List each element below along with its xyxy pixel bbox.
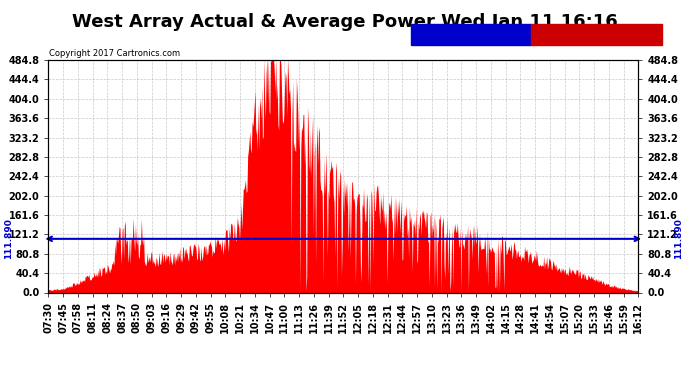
Text: Average  (DC Watts): Average (DC Watts) [420, 30, 522, 39]
Text: 111.890: 111.890 [3, 218, 12, 259]
Text: Copyright 2017 Cartronics.com: Copyright 2017 Cartronics.com [49, 49, 180, 58]
Text: West Array Actual & Average Power Wed Jan 11 16:16: West Array Actual & Average Power Wed Ja… [72, 13, 618, 31]
Text: 111.890: 111.890 [674, 218, 683, 259]
Text: West Array  (DC Watts): West Array (DC Watts) [538, 30, 656, 39]
